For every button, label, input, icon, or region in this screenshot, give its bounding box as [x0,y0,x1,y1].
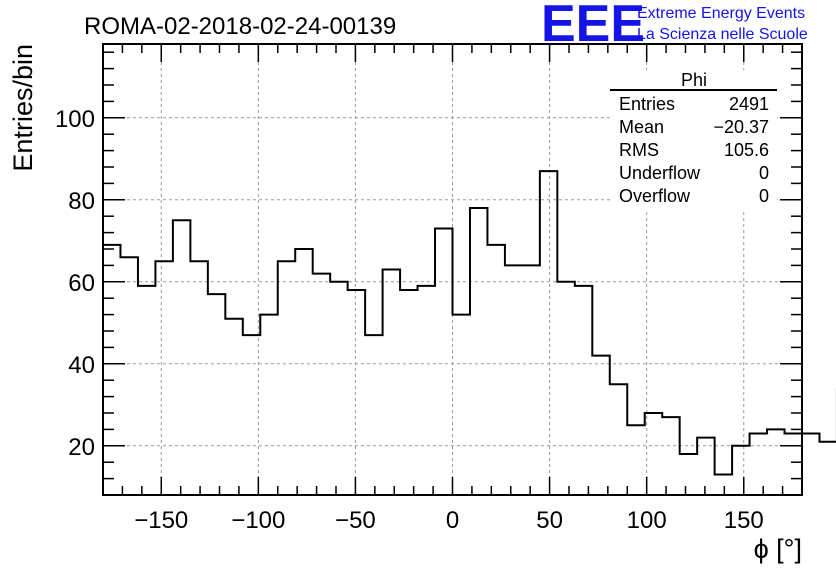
x-tick-label: 0 [446,507,459,534]
axis-ticks [102,44,803,496]
histogram-line [103,170,836,476]
y-tick-label: 100 [55,106,95,133]
x-tick-label: −150 [134,507,188,534]
stats-row-value: −20.37 [713,117,769,137]
stats-row-value: 0 [759,163,769,183]
y-tick-label: 40 [68,352,95,379]
x-axis-title: ϕ [°] [754,534,802,564]
y-tick-label: 20 [68,434,95,461]
stats-row-label: Mean [619,117,664,137]
x-tick-label: −50 [335,507,376,534]
run-title: ROMA-02-2018-02-24-00139 [84,13,396,40]
x-tick-label: 150 [724,507,764,534]
y-tick-label: 60 [68,270,95,297]
stats-box-bg [610,70,777,211]
stats-box-name: Phi [681,70,707,90]
stats-row-value: 2491 [729,94,769,114]
stats-box: Phi Entries 2491 Mean −20.37 RMS 105.6 Underfl… [610,70,777,211]
stats-row-value: 0 [759,186,769,206]
stats-row-label: Entries [619,94,675,114]
stats-row-value: 105.6 [724,140,769,160]
stats-row-label: RMS [619,140,659,160]
tick-labels: −150 −100 −50 0 50 100 150 20 40 60 80 100 [55,106,764,534]
eee-logo: EEE Extreme Energy Events La Scienza nel… [541,0,808,53]
eee-logo-line2: La Scienza nelle Scuole [637,26,808,43]
eee-logo-line1: Extreme Energy Events [637,5,805,22]
stats-row-label: Underflow [619,163,701,183]
x-tick-label: 50 [536,507,563,534]
stats-row-label: Overflow [619,186,691,206]
x-tick-label: 100 [627,507,667,534]
x-tick-label: −100 [231,507,285,534]
y-axis-title: Entries/bin [8,44,38,172]
y-tick-label: 80 [68,188,95,215]
eee-logo-letters: EEE [541,0,645,53]
